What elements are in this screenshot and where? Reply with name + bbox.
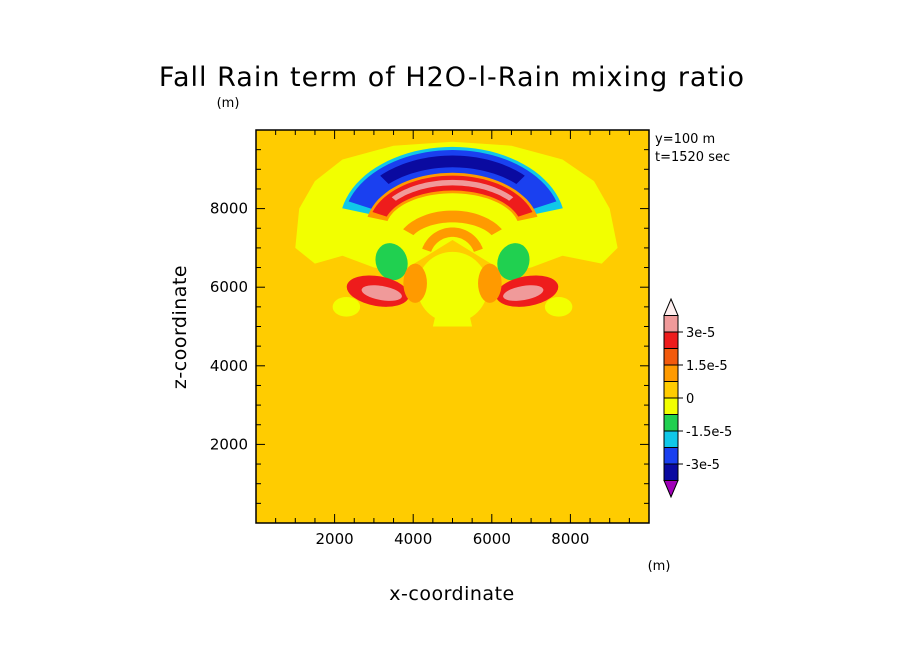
x-tick-label: 2000 [316,530,354,548]
colorbar-label: 1.5e-5 [686,359,728,374]
left-patch [332,297,361,317]
x-tick-label: 4000 [394,530,432,548]
colorbar-swatch [663,463,679,481]
inner-orange-band-2 [422,227,483,252]
x-tick-label: 6000 [473,530,511,548]
plot-area [256,130,649,523]
colorbar-swatch [663,414,679,432]
upper-negative-arc-blue [348,150,557,210]
right-positive-lobe-core [503,285,544,301]
chart-title: Fall Rain term of H2O-l-Rain mixing rati… [159,62,745,93]
upper-positive-arc-red [372,175,533,217]
right-negative-blob [497,243,530,281]
y-tick-label: 6000 [210,278,248,296]
colorbar-swatch [663,364,679,382]
y-unit-label: (m) [217,96,240,111]
y-tick-label: 4000 [210,357,248,375]
colorbar-swatch [663,381,679,399]
x-axis-title: x-coordinate [389,583,514,605]
colorbar-swatch [663,447,679,465]
annotation-t: t=1520 sec [655,150,730,165]
annotation-y: y=100 m [655,132,715,147]
colorbar-swatch [663,348,679,366]
right-patch [544,297,573,317]
y-axis-title: z-coordinate [169,265,191,389]
colorbar-bottom-triangle [663,480,679,499]
colorbar-label: -3e-5 [686,458,720,473]
colorbar-unit-label: (m) [648,559,671,574]
colorbar: 3e-5 1.5e-5 0 -1.5e-5 -3e-5 [663,297,732,499]
left-positive-lobe-core [361,285,402,301]
upper-negative-arc-core [380,155,525,184]
y-axis-ticks: 2000 4000 6000 8000 [210,149,649,504]
colorbar-swatch [663,331,679,349]
colorbar-swatch [663,397,679,415]
left-orange-ring [403,263,427,303]
right-orange-ring [478,263,502,303]
y-tick-label: 2000 [210,435,248,453]
upper-positive-arc-core [391,179,514,201]
colorbar-label: 0 [686,392,694,407]
inner-orange-band [403,210,502,236]
colorbar-swatch [663,315,679,333]
colorbar-label: -1.5e-5 [686,425,732,440]
central-negative-stem [432,275,473,327]
y-tick-label: 8000 [210,200,248,218]
x-axis-ticks: 2000 4000 6000 8000 [275,130,630,548]
colorbar-label: 3e-5 [686,326,715,341]
x-tick-label: 8000 [551,530,589,548]
left-negative-blob [375,243,408,281]
colorbar-swatch [663,430,679,448]
colorbar-top-triangle [663,297,679,316]
